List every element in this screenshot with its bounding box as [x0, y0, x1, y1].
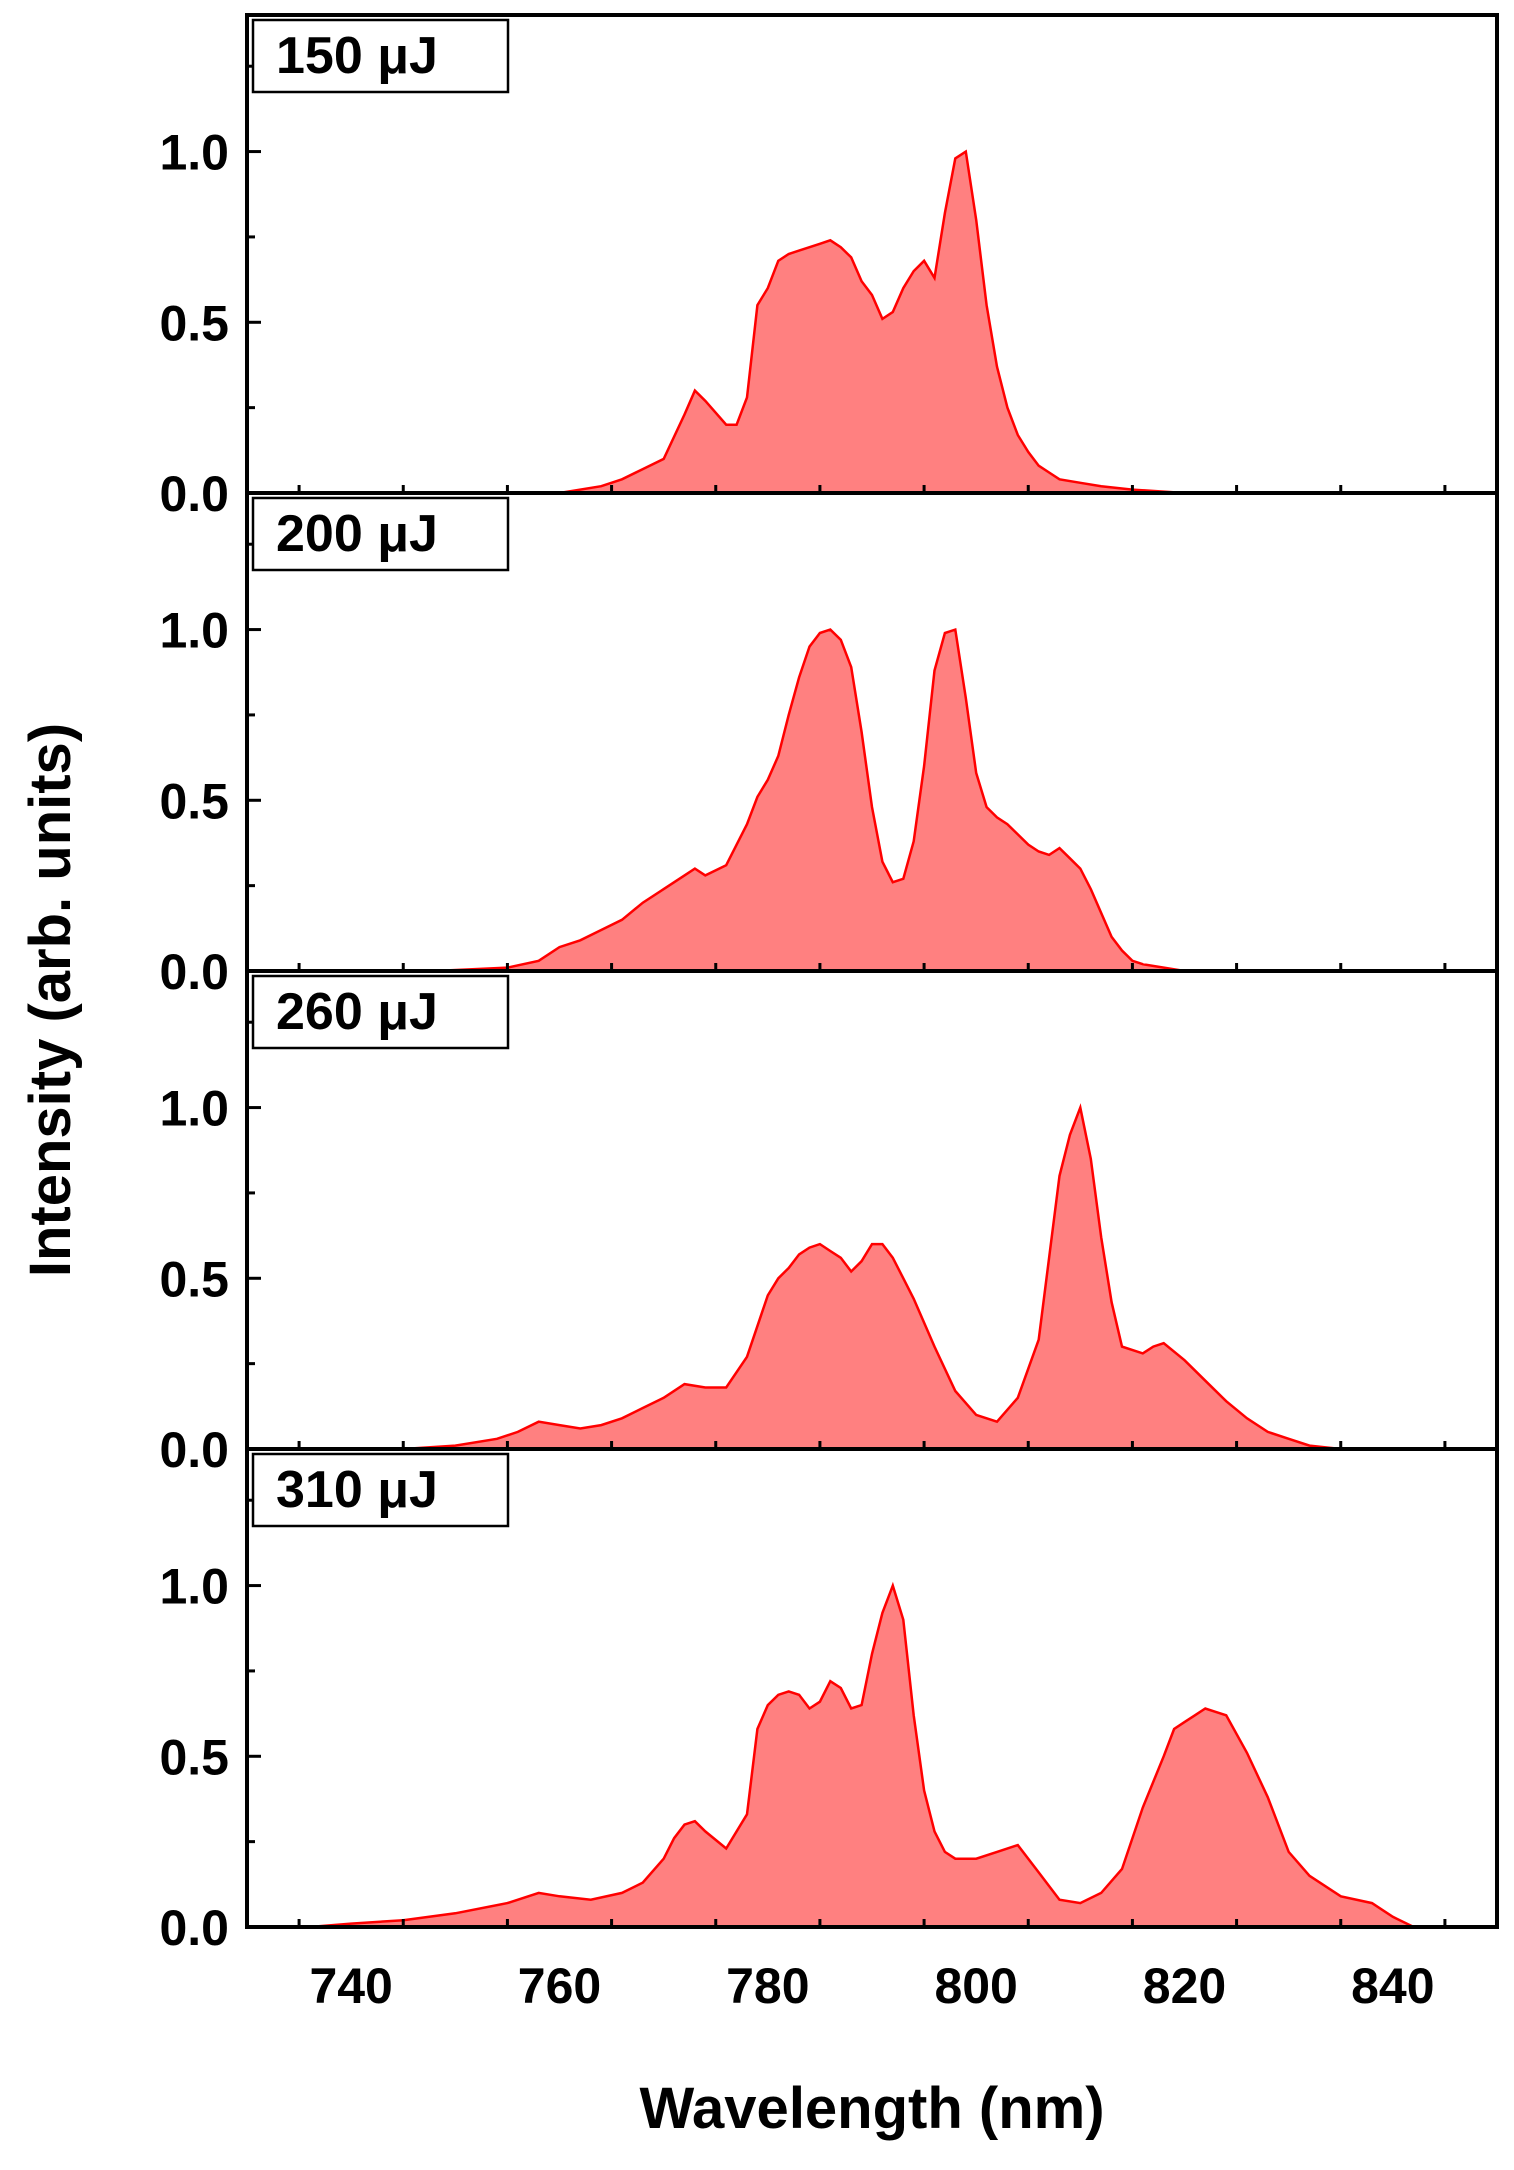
panel-label-frame	[251, 974, 510, 1050]
y-tick-label: 0.0	[159, 944, 229, 1000]
y-tick-label: 0.0	[159, 1422, 229, 1478]
spectrum-line	[434, 627, 1247, 973]
panel-frame	[245, 1447, 1499, 1929]
panel-label-frame	[251, 18, 510, 94]
panel-label: 260 μJ	[276, 983, 438, 1041]
x-tick-label: 800	[934, 1958, 1017, 2014]
panel-2: 0.0 0.5 1.0 200 μJ	[159, 491, 1499, 1000]
panels-group: 0.0 0.5 1.0 150 μJ 0.0 0.5 1.0 200 μJ 0.0 0.5 1.0 2…	[159, 13, 1499, 1956]
panel-label-frame	[251, 1452, 510, 1528]
spectrum-area	[434, 629, 1247, 971]
y-tick-label: 1.0	[159, 603, 229, 659]
panel-3: 0.0 0.5 1.0 260 μJ	[159, 969, 1499, 1478]
panel-label-box: 150 μJ	[251, 18, 510, 94]
panel-label-box: 310 μJ	[251, 1452, 510, 1528]
spectrum-area	[559, 151, 1185, 493]
y-tick-label: 0.5	[159, 1251, 229, 1307]
x-axis: 740 760 780 800 820 840	[309, 1958, 1434, 2014]
panel-label: 310 μJ	[276, 1461, 438, 1519]
spectrum-line	[309, 1581, 1415, 1929]
y-tick-label: 1.0	[159, 1081, 229, 1137]
x-tick-label: 820	[1143, 1958, 1226, 2014]
y-axis-label: Intensity (arb. units)	[18, 723, 83, 1277]
panel-label-box: 200 μJ	[251, 496, 510, 572]
x-tick-label: 780	[726, 1958, 809, 2014]
panel-label: 150 μJ	[276, 27, 438, 85]
spectrum-area	[403, 1107, 1341, 1449]
y-tick-label: 0.5	[159, 1729, 229, 1785]
y-tick-label: 0.5	[159, 295, 229, 351]
panel-1: 0.0 0.5 1.0 150 μJ	[159, 13, 1499, 522]
panel-label-frame	[251, 496, 510, 572]
panel-4: 0.0 0.5 1.0 310 μJ	[159, 1447, 1499, 1956]
spectrum-area	[309, 1585, 1414, 1927]
x-tick-label: 760	[518, 1958, 601, 2014]
y-tick-label: 0.0	[159, 1900, 229, 1956]
spectrum-line	[559, 149, 1185, 495]
x-axis-label: Wavelength (nm)	[639, 2076, 1104, 2141]
spectrum-line	[403, 1103, 1341, 1451]
y-tick-label: 1.0	[159, 125, 229, 181]
y-tick-label: 0.5	[159, 773, 229, 829]
x-tick-label: 740	[309, 1958, 392, 2014]
y-tick-label: 0.0	[159, 466, 229, 522]
panel-label-box: 260 μJ	[251, 974, 510, 1050]
y-tick-label: 1.0	[159, 1559, 229, 1615]
panel-label: 200 μJ	[276, 505, 438, 563]
x-tick-label: 840	[1351, 1958, 1434, 2014]
